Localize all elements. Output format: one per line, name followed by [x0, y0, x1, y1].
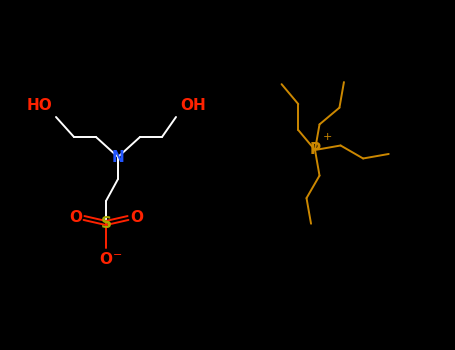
- Text: S: S: [101, 216, 111, 231]
- Text: OH: OH: [180, 98, 206, 113]
- Text: −: −: [113, 250, 122, 260]
- Text: N: N: [111, 149, 124, 164]
- Text: O: O: [100, 252, 112, 267]
- Text: O: O: [69, 210, 82, 225]
- Text: +: +: [323, 132, 332, 142]
- Text: P: P: [309, 142, 321, 158]
- Text: HO: HO: [26, 98, 52, 113]
- Text: O: O: [130, 210, 143, 225]
